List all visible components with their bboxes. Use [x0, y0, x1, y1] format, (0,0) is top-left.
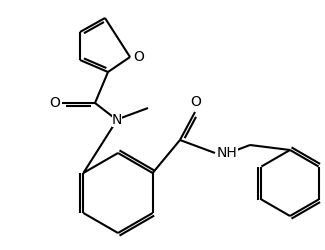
- Text: O: O: [190, 95, 202, 109]
- Text: O: O: [49, 96, 60, 110]
- Text: O: O: [133, 50, 144, 64]
- Text: NH: NH: [217, 146, 238, 160]
- Text: N: N: [112, 113, 122, 127]
